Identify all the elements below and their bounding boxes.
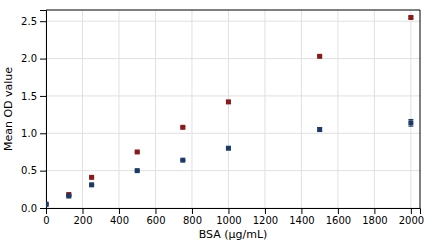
- grid-line: [46, 21, 420, 22]
- tick: 0: [43, 208, 49, 226]
- frame: [420, 10, 421, 208]
- tick: 2.0: [21, 53, 46, 64]
- tick: 0.5: [21, 165, 46, 176]
- series: [46, 119, 413, 206]
- tick-mark: [82, 208, 83, 214]
- tick-mark: [338, 208, 339, 214]
- tick: 1800: [362, 208, 387, 226]
- grid-line: [301, 10, 302, 208]
- tick-mark: [155, 208, 156, 214]
- tick-label: 1.0: [21, 128, 37, 139]
- grid-line: [82, 10, 83, 208]
- grid-line: [46, 58, 420, 59]
- tick-mark: [228, 208, 229, 214]
- axis-line: [47, 209, 421, 215]
- grid-line: [228, 10, 229, 208]
- tick: 2.5: [21, 16, 46, 27]
- series: [46, 15, 413, 207]
- grid-line: [374, 10, 375, 208]
- tick-label: 800: [183, 215, 202, 226]
- tick-mark: [40, 21, 46, 22]
- tick: 1200: [253, 208, 278, 226]
- tick-mark: [411, 208, 412, 214]
- tick-label: 0.0: [21, 203, 37, 214]
- tick-mark: [40, 171, 46, 172]
- point: [226, 99, 231, 104]
- tick-label: 400: [110, 215, 129, 226]
- chart: 0 200 400 600 800 1000 1200 1400 1600 1800 2000 0.0…: [0, 0, 436, 242]
- tick-mark: [301, 208, 302, 214]
- tick: 400: [110, 208, 129, 226]
- grid-line: [46, 133, 420, 134]
- tick: 200: [73, 208, 92, 226]
- grid-line: [118, 10, 119, 208]
- tick-label: 1200: [253, 215, 278, 226]
- tick-mark: [40, 133, 46, 134]
- tick: 1600: [326, 208, 351, 226]
- y-axis: 0.0 0.5 1.0 1.5 2.0 2.5: [21, 11, 46, 214]
- tick-mark: [192, 208, 193, 214]
- grid-line: [191, 10, 192, 208]
- point: [317, 54, 322, 59]
- tick-label: 1600: [326, 215, 351, 226]
- tick-label: 1.5: [21, 91, 37, 102]
- tick-label: 2000: [399, 215, 424, 226]
- point: [89, 182, 94, 187]
- point: [180, 125, 185, 130]
- grid: [46, 10, 420, 208]
- tick-label: 1800: [362, 215, 387, 226]
- tick-mark: [374, 208, 375, 214]
- x-axis-title: BSA (µg/mL): [199, 228, 268, 241]
- grid-line: [410, 10, 411, 208]
- grid-line: [155, 10, 156, 208]
- axis-line: [40, 11, 47, 209]
- tick: 800: [183, 208, 202, 226]
- grid-line: [46, 170, 420, 171]
- point: [46, 202, 49, 207]
- point: [408, 120, 413, 125]
- tick-mark: [40, 59, 46, 60]
- tick: 1400: [289, 208, 314, 226]
- point: [408, 15, 413, 20]
- tick-label: 1000: [216, 215, 241, 226]
- tick-mark: [40, 208, 46, 209]
- point: [180, 158, 185, 163]
- plot: 0 200 400 600 800 1000 1200 1400 1600 1800 2000 0.0…: [21, 10, 424, 226]
- tick: 1.0: [21, 128, 46, 139]
- error-bar: [317, 128, 322, 132]
- tick-label: 600: [146, 215, 165, 226]
- tick-label: 200: [73, 215, 92, 226]
- error-bar: [408, 119, 413, 126]
- grid-line: [337, 10, 338, 208]
- tick-mark: [119, 208, 120, 214]
- tick: 1000: [216, 208, 241, 226]
- tick-label: 2.0: [21, 53, 37, 64]
- grid-line: [46, 95, 420, 96]
- tick: 0.0: [21, 203, 46, 214]
- tick: 2000: [399, 208, 424, 226]
- y-axis-title: Mean OD value: [2, 67, 15, 151]
- tick: 600: [146, 208, 165, 226]
- tick: 1.5: [21, 91, 46, 102]
- x-axis: 0 200 400 600 800 1000 1200 1400 1600 1800 2000: [43, 208, 424, 226]
- point: [135, 149, 140, 154]
- point: [226, 146, 231, 151]
- marks: [46, 15, 413, 207]
- tick-mark: [40, 96, 46, 97]
- point: [66, 194, 71, 199]
- tick-label: 0.5: [21, 165, 37, 176]
- point: [46, 202, 49, 207]
- point: [317, 127, 322, 132]
- tick-mark: [265, 208, 266, 214]
- tick-label: 2.5: [21, 16, 37, 27]
- tick-label: 1400: [289, 215, 314, 226]
- point: [135, 168, 140, 173]
- grid-line: [264, 10, 265, 208]
- tick-label: 0: [43, 215, 49, 226]
- point: [89, 175, 94, 180]
- frame: [46, 10, 420, 11]
